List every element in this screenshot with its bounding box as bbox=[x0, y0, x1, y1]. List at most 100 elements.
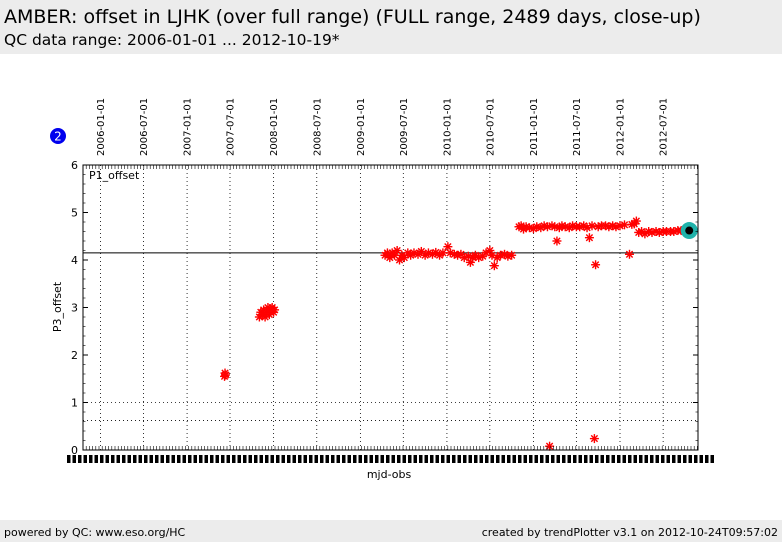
x-overlapped-tick-label bbox=[298, 455, 302, 463]
x-overlapped-tick-label bbox=[369, 455, 373, 463]
x-overlapped-tick-label bbox=[281, 455, 285, 463]
x-overlapped-tick-label bbox=[551, 455, 555, 463]
page-subtitle: QC data range: 2006-01-01 ... 2012-10-19… bbox=[4, 31, 340, 49]
x-overlapped-tick-label bbox=[479, 455, 483, 463]
x-overlapped-tick-label bbox=[699, 455, 703, 463]
x-date-tick-label: 2012-01-01 bbox=[615, 98, 626, 156]
grid-layer bbox=[100, 165, 664, 450]
x-overlapped-tick-label bbox=[419, 455, 423, 463]
x-date-tick-label: 2006-01-01 bbox=[96, 98, 107, 156]
data-point bbox=[552, 236, 562, 246]
x-date-tick-label: 2008-01-01 bbox=[269, 98, 280, 156]
x-overlapped-tick-label bbox=[584, 455, 588, 463]
x-overlapped-tick-label bbox=[111, 455, 115, 463]
x-overlapped-tick-label bbox=[655, 455, 659, 463]
data-point bbox=[270, 305, 280, 315]
x-overlapped-tick-label bbox=[226, 455, 230, 463]
data-points bbox=[220, 216, 698, 451]
x-overlapped-tick-label bbox=[248, 455, 252, 463]
x-overlapped-tick-label bbox=[358, 455, 362, 463]
x-overlapped-tick-label bbox=[677, 455, 681, 463]
x-overlapped-tick-label bbox=[336, 455, 340, 463]
x-overlapped-tick-label bbox=[133, 455, 137, 463]
x-overlapped-tick-label bbox=[166, 455, 170, 463]
x-overlapped-tick-label bbox=[540, 455, 544, 463]
x-overlapped-tick-label bbox=[237, 455, 241, 463]
x-date-tick-label: 2012-07-01 bbox=[659, 98, 670, 156]
x-overlapped-tick-label bbox=[545, 455, 549, 463]
x-date-tick-label: 2009-01-01 bbox=[356, 98, 367, 156]
y-tick-label: 4 bbox=[71, 254, 78, 267]
x-overlapped-tick-label bbox=[688, 455, 692, 463]
x-overlapped-tick-label bbox=[501, 455, 505, 463]
plot-frame bbox=[82, 164, 699, 451]
x-overlapped-tick-label bbox=[424, 455, 428, 463]
x-overlapped-tick-label bbox=[182, 455, 186, 463]
data-point bbox=[220, 370, 230, 380]
data-point bbox=[631, 216, 641, 226]
x-overlapped-tick-label bbox=[589, 455, 593, 463]
x-overlapped-tick-label bbox=[364, 455, 368, 463]
x-overlapped-tick-label bbox=[375, 455, 379, 463]
data-point bbox=[589, 434, 599, 444]
x-overlapped-tick-label bbox=[193, 455, 197, 463]
x-overlapped-tick-label bbox=[67, 455, 71, 463]
data-point bbox=[624, 249, 634, 259]
panel-badge-number: 2 bbox=[54, 130, 62, 144]
header-band: AMBER: offset in LJHK (over full range) … bbox=[0, 0, 782, 54]
data-point bbox=[587, 221, 597, 231]
x-date-tick-label: 2006-07-01 bbox=[139, 98, 150, 156]
x-overlapped-tick-label bbox=[116, 455, 120, 463]
y-tick-label: 0 bbox=[71, 444, 78, 457]
data-point bbox=[584, 233, 594, 243]
x-overlapped-tick-label bbox=[611, 455, 615, 463]
x-overlapped-tick-label bbox=[83, 455, 87, 463]
page-title: AMBER: offset in LJHK (over full range) … bbox=[4, 6, 701, 28]
x-overlapped-tick-label bbox=[386, 455, 390, 463]
x-overlapped-tick-label bbox=[650, 455, 654, 463]
x-overlapped-tick-label bbox=[270, 455, 274, 463]
x-overlapped-tick-label bbox=[303, 455, 307, 463]
x-overlapped-tick-label bbox=[474, 455, 478, 463]
x-overlapped-tick-label bbox=[105, 455, 109, 463]
x-overlapped-tick-label bbox=[463, 455, 467, 463]
x-overlapped-tick-label bbox=[215, 455, 219, 463]
x-overlapped-tick-label bbox=[672, 455, 676, 463]
x-overlapped-tick-label bbox=[276, 455, 280, 463]
x-date-tick-label: 2010-01-01 bbox=[442, 98, 453, 156]
x-overlapped-tick-label bbox=[567, 455, 571, 463]
x-overlapped-tick-label bbox=[287, 455, 291, 463]
x-overlapped-tick-label bbox=[622, 455, 626, 463]
footer-band: powered by QC: www.eso.org/HC created by… bbox=[0, 520, 782, 542]
x-overlapped-tick-label bbox=[232, 455, 236, 463]
x-overlapped-tick-label bbox=[430, 455, 434, 463]
x-overlapped-tick-label bbox=[661, 455, 665, 463]
latest-point bbox=[685, 226, 694, 235]
x-overlapped-tick-label bbox=[441, 455, 445, 463]
x-axis-label: mjd-obs bbox=[367, 468, 412, 481]
x-overlapped-tick-label bbox=[562, 455, 566, 463]
footer-created-by: created by trendPlotter v3.1 on 2012-10-… bbox=[481, 526, 778, 539]
x-overlapped-tick-label bbox=[617, 455, 621, 463]
x-date-tick-label: 2011-07-01 bbox=[572, 98, 583, 156]
data-point bbox=[591, 260, 601, 270]
panel-badge-circle bbox=[50, 128, 66, 144]
data-point bbox=[489, 261, 499, 271]
x-overlapped-tick-label bbox=[177, 455, 181, 463]
x-overlapped-tick-label bbox=[507, 455, 511, 463]
x-overlapped-tick-label bbox=[413, 455, 417, 463]
x-overlapped-tick-label bbox=[94, 455, 98, 463]
x-overlapped-tick-label bbox=[683, 455, 687, 463]
x-overlapped-tick-label bbox=[705, 455, 709, 463]
x-overlapped-tick-label bbox=[331, 455, 335, 463]
panel-badge[interactable]: 2 bbox=[50, 128, 66, 144]
x-date-tick-label: 2007-01-01 bbox=[183, 98, 194, 156]
x-overlapped-tick-label bbox=[485, 455, 489, 463]
data-point bbox=[449, 249, 459, 259]
x-overlapped-tick-label bbox=[254, 455, 258, 463]
x-date-tick-label: 2008-07-01 bbox=[312, 98, 323, 156]
x-overlapped-tick-label bbox=[534, 455, 538, 463]
x-overlapped-tick-label bbox=[435, 455, 439, 463]
x-overlapped-tick-label bbox=[314, 455, 318, 463]
